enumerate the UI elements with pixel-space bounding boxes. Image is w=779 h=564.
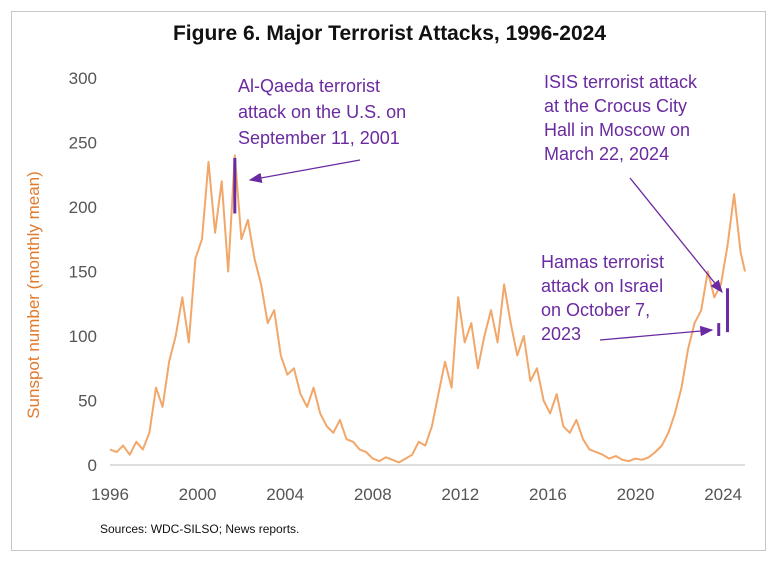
x-tick-label: 2024 (704, 485, 742, 504)
x-tick-label: 2008 (354, 485, 392, 504)
annotation-text: ISIS terrorist attack (544, 72, 698, 92)
annotation-text: on October 7, (541, 300, 650, 320)
x-tick-label: 2020 (617, 485, 655, 504)
chart-title: Figure 6. Major Terrorist Attacks, 1996-… (172, 22, 606, 45)
annotation-text: March 22, 2024 (544, 144, 669, 164)
annotation-arrow (248, 159, 361, 184)
chart-frame (11, 11, 766, 551)
y-tick-label: 250 (69, 134, 97, 153)
annotation-text: Hamas terrorist (541, 252, 664, 272)
annotation-arrow (629, 177, 723, 294)
annotation-text: September 11, 2001 (238, 128, 400, 148)
source-note: Sources: WDC-SILSO; News reports. (100, 522, 300, 536)
annotation-text: Hall in Moscow on (544, 120, 690, 140)
annotation-text: at the Crocus City (544, 96, 687, 116)
annotation-text: attack on Israel (541, 276, 663, 296)
annotation-text: Al-Qaeda terrorist (238, 76, 380, 96)
x-tick-label: 2004 (266, 485, 304, 504)
y-tick-label: 300 (69, 69, 97, 88)
y-tick-label: 100 (69, 327, 97, 346)
annotation-arrow (599, 325, 714, 341)
y-tick-label: 50 (78, 392, 97, 411)
x-tick-label: 2000 (179, 485, 217, 504)
x-tick-label: 2012 (441, 485, 479, 504)
series-line (109, 154, 746, 464)
annotation-text: attack on the U.S. on (238, 102, 406, 122)
annotation-text: 2023 (541, 324, 581, 344)
x-tick-label: 1996 (91, 485, 129, 504)
x-tick-label: 2016 (529, 485, 567, 504)
y-tick-label: 200 (69, 198, 97, 217)
y-tick-label: 150 (69, 263, 97, 282)
y-tick-label: 0 (88, 456, 97, 475)
